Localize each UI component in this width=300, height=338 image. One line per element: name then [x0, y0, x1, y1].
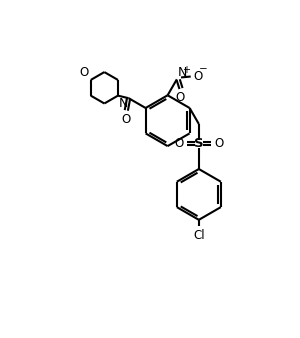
Text: O: O — [194, 70, 203, 83]
Text: O: O — [122, 113, 131, 126]
Text: O: O — [80, 66, 89, 79]
Text: +: + — [182, 65, 190, 75]
Text: S: S — [194, 137, 204, 150]
Text: −: − — [199, 64, 207, 74]
Text: N: N — [177, 66, 187, 79]
Text: O: O — [214, 137, 224, 150]
Text: O: O — [175, 91, 184, 104]
Text: N: N — [119, 97, 128, 110]
Text: O: O — [174, 137, 183, 150]
Text: Cl: Cl — [193, 228, 205, 242]
